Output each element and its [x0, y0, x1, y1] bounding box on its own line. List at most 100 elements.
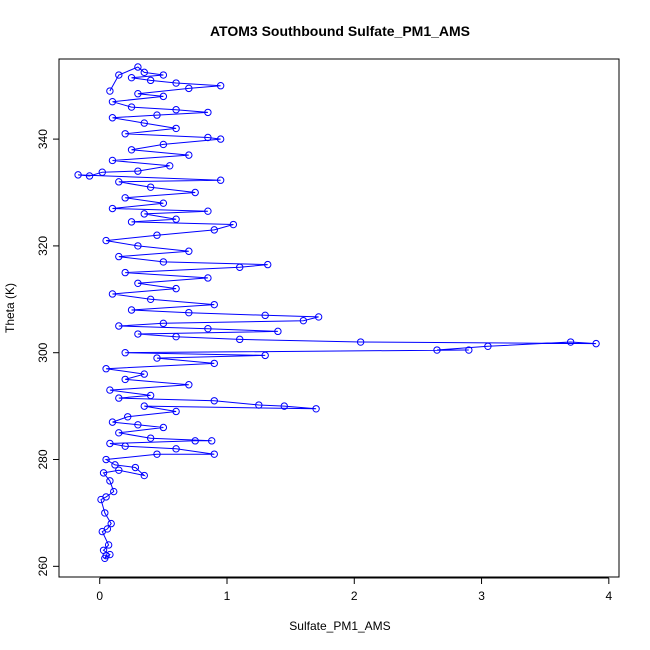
data-point [153, 450, 161, 458]
data-point [172, 407, 180, 416]
chart-title: ATOM3 Southbound Sulfate_PM1_AMS [210, 23, 470, 39]
series-path [78, 66, 597, 559]
data-point [236, 263, 244, 271]
x-tick-label: 4 [605, 589, 612, 603]
data-point [229, 220, 238, 229]
data-point [115, 71, 123, 79]
series-points [74, 63, 600, 563]
data-point [465, 346, 473, 354]
data-point [216, 176, 225, 184]
data-point [140, 210, 148, 218]
data-point [153, 354, 161, 362]
data-point [121, 130, 129, 138]
data-point [131, 463, 140, 472]
data-point [108, 204, 117, 213]
data-point [134, 279, 142, 287]
data-point [101, 509, 109, 517]
data-point [121, 442, 129, 450]
data-point [204, 207, 212, 215]
data-point [185, 308, 193, 317]
plot-frame [58, 58, 620, 578]
data-point [172, 332, 180, 341]
data-point [121, 268, 129, 277]
data-point [191, 188, 199, 197]
data-point [85, 172, 94, 180]
series-line [78, 66, 597, 559]
data-point [146, 295, 155, 304]
data-point [172, 79, 180, 87]
data-point [159, 92, 168, 101]
data-point [140, 471, 148, 480]
data-point [99, 546, 108, 554]
data-point [104, 541, 113, 549]
data-point [185, 381, 193, 389]
data-point [140, 119, 148, 127]
data-point [208, 437, 216, 445]
data-point [106, 386, 114, 394]
data-point [102, 236, 110, 245]
y-tick-label: 260 [36, 556, 50, 576]
data-point [134, 167, 142, 175]
y-tick-label: 280 [36, 449, 50, 469]
data-point [134, 63, 142, 71]
data-point [140, 402, 148, 410]
data-point [146, 391, 155, 400]
data-point [134, 330, 142, 338]
data-point [74, 171, 82, 179]
data-point [146, 76, 155, 85]
data-point [127, 103, 136, 111]
data-point [115, 466, 123, 474]
data-point [153, 231, 161, 239]
data-point [115, 322, 123, 330]
data-point [172, 106, 180, 114]
data-point [134, 242, 142, 250]
data-point [280, 402, 288, 410]
y-axis: 260 280 300 320 340 [36, 129, 60, 576]
x-tick-label: 2 [351, 589, 358, 603]
y-tick-label: 340 [36, 129, 50, 149]
data-point [146, 183, 155, 191]
data-point [191, 437, 199, 445]
data-point [216, 135, 225, 143]
y-tick-label: 300 [36, 342, 50, 362]
data-point [108, 290, 117, 298]
data-point [103, 525, 112, 533]
data-point [102, 493, 110, 501]
data-point [159, 140, 168, 149]
data-point [204, 324, 212, 333]
data-point [274, 327, 282, 336]
data-point [99, 469, 108, 477]
data-point [124, 413, 132, 421]
data-point [127, 306, 136, 314]
data-point [172, 215, 180, 223]
data-point [172, 445, 180, 453]
data-point [106, 87, 114, 95]
data-point [108, 418, 117, 426]
data-point [108, 98, 117, 106]
data-point [299, 316, 308, 325]
data-point [121, 375, 129, 384]
data-point [204, 274, 212, 282]
data-point [108, 156, 117, 165]
data-point [210, 226, 218, 234]
data-point [166, 162, 174, 170]
x-tick-label: 1 [224, 589, 231, 603]
data-point [98, 168, 106, 176]
x-axis-label: Sulfate_PM1_AMS [289, 619, 390, 633]
data-point [185, 151, 193, 159]
data-point [134, 90, 142, 98]
data-point [172, 124, 180, 133]
data-point [566, 338, 575, 346]
data-point [216, 82, 225, 90]
data-point [127, 218, 136, 226]
data-point [159, 319, 168, 328]
data-point [115, 178, 123, 186]
data-point [210, 300, 218, 309]
data-point [140, 68, 148, 77]
data-point [210, 397, 218, 405]
data-point [204, 108, 212, 117]
data-point [153, 111, 161, 119]
data-point [210, 359, 218, 368]
data-point [159, 423, 168, 432]
